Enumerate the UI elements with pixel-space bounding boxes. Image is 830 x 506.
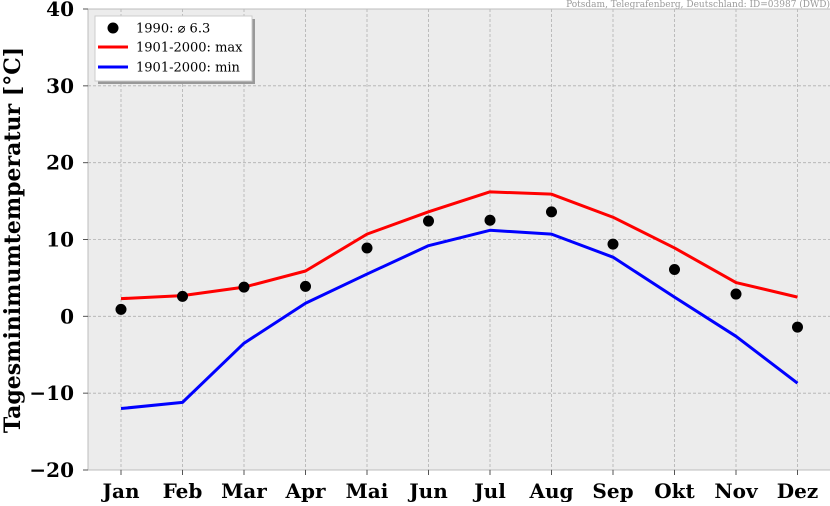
legend-label-min: 1901-2000: min — [136, 61, 241, 76]
x-tick-label-mar: Mar — [221, 479, 267, 502]
x-tick-label-aug: Aug — [528, 479, 573, 502]
data-point-1990-aug — [546, 206, 557, 218]
legend-marker-1990 — [107, 22, 119, 34]
source-note: Potsdam, Telegrafenberg, Deutschland: ID… — [566, 0, 830, 10]
data-point-1990-nov — [730, 288, 742, 300]
y-tick-label: 0 — [60, 304, 74, 328]
series-line-max — [120, 190, 798, 301]
x-tick-label-jul: Jul — [472, 479, 506, 502]
x-tick-label-dez: Dez — [777, 479, 818, 502]
legend-label-max: 1901-2000: max — [136, 41, 243, 56]
data-point-1990-mai — [361, 242, 373, 254]
data-point-1990-dez — [792, 321, 803, 333]
y-tick-label: 30 — [46, 74, 74, 98]
data-point-1990-sep — [607, 238, 619, 250]
data-point-1990-mar — [238, 281, 250, 293]
x-tick-label-jun: Jun — [407, 479, 448, 502]
y-tick-labels: −20 −10 0 10 20 30 40 — [29, 0, 74, 482]
y-tick-label: 10 — [46, 228, 74, 252]
series-layer — [115, 190, 803, 411]
data-point-1990-apr — [300, 280, 311, 292]
x-tick-label-feb: Feb — [163, 479, 203, 502]
x-tick-label-sep: Sep — [592, 479, 633, 502]
legend-label-1990: 1990: ⌀ 6.3 — [136, 22, 210, 37]
y-tick-label: −20 — [29, 458, 74, 482]
data-point-1990-jun — [423, 215, 434, 227]
x-tick-label-apr: Apr — [284, 479, 326, 502]
y-tick-label: 40 — [46, 0, 74, 21]
series-line-min — [120, 228, 799, 411]
x-tick-label-okt: Okt — [654, 479, 695, 502]
x-tick-label-jan: Jan — [101, 479, 140, 502]
data-point-1990-jul — [484, 214, 496, 226]
y-axis-label: Tagesminimumtemperatur [°C] — [0, 47, 26, 433]
x-tick-label-nov: Nov — [714, 479, 759, 502]
data-point-1990-jan — [115, 303, 127, 315]
legend: 1990: ⌀ 6.3 1901-2000: max 1901-2000: mi… — [94, 15, 255, 84]
data-point-1990-feb — [177, 290, 188, 302]
data-point-1990-okt — [669, 263, 680, 275]
y-tick-label: −10 — [29, 381, 74, 405]
x-tick-labels: Jan Feb Mar Apr Mai Jun Jul Aug Sep Okt Nov Dez — [101, 479, 819, 503]
x-tick-label-mai: Mai — [346, 479, 389, 502]
y-tick-label: 20 — [46, 151, 74, 175]
axes-layer — [83, 8, 830, 475]
